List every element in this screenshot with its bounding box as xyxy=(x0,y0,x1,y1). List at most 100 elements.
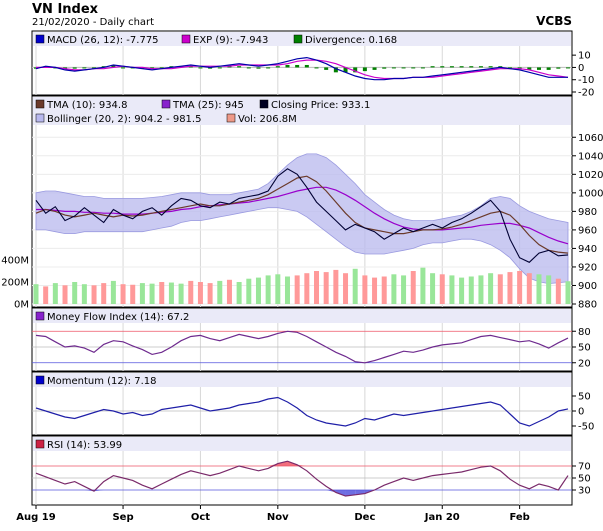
macd-divergence-bar xyxy=(362,67,367,72)
macd-divergence-bar xyxy=(556,67,561,69)
macd-divergence-bar xyxy=(372,67,377,70)
price-y-tick-label: 980 xyxy=(578,207,597,218)
volume-bar xyxy=(449,275,455,304)
panels: MACD (26, 12): -7.775 EXP (9): -7.943 Dive… xyxy=(1,30,603,523)
macd-y-tick-label: 10 xyxy=(578,51,591,62)
volume-tick-label: 400M xyxy=(1,256,29,267)
mfi-legend-band xyxy=(33,309,571,323)
volume-bar xyxy=(517,271,523,304)
macd-legend-label: EXP (9): -7.943 xyxy=(193,35,268,46)
macd-divergence-bar xyxy=(536,67,541,70)
volume-bar xyxy=(459,277,465,304)
macd-divergence-bar xyxy=(449,66,454,68)
volume-bar xyxy=(401,275,407,304)
macd-divergence-bar xyxy=(420,67,425,69)
volume-bar xyxy=(168,282,174,304)
x-axis-label: Oct xyxy=(191,512,210,523)
price-y-tick-label: 1020 xyxy=(578,170,603,181)
volume-bar xyxy=(294,275,300,304)
momentum-y-tick-label: 0 xyxy=(578,407,584,418)
macd-divergence-bar xyxy=(198,67,203,69)
macd-divergence-bar xyxy=(411,67,416,69)
x-axis-label: Nov xyxy=(267,512,289,523)
macd-divergence-bar xyxy=(440,66,445,68)
mfi-legend-label: Money Flow Index (14): 67.2 xyxy=(47,312,189,323)
price-legend-label: Bollinger (20, 2): 904.2 - 981.5 xyxy=(47,114,201,125)
volume-bar xyxy=(130,284,136,304)
macd-divergence-bar xyxy=(469,66,474,68)
x-axis-label: Feb xyxy=(509,512,529,523)
volume-bar xyxy=(507,272,513,304)
price-y-tick-label: 960 xyxy=(578,225,597,236)
volume-bar xyxy=(362,275,368,304)
macd-divergence-bar xyxy=(208,67,213,69)
brown-square-icon xyxy=(35,99,45,109)
volume-bar xyxy=(275,274,281,304)
macd-divergence-bar xyxy=(488,66,493,68)
price-legend-label: Closing Price: 933.1 xyxy=(271,100,370,111)
price-legend-label: TMA (10): 934.8 xyxy=(46,100,127,111)
price-legend-label: TMA (25): 945 xyxy=(172,100,244,111)
macd-divergence-bar xyxy=(72,67,77,69)
closing-price-line xyxy=(35,168,569,263)
volume-tick-label: 200M xyxy=(1,278,29,289)
volume-bar xyxy=(91,285,97,304)
macd-divergence-bar xyxy=(324,67,329,70)
volume-bar xyxy=(352,268,358,304)
macd-divergence-bar xyxy=(140,67,145,69)
macd-divergence-bar xyxy=(333,67,338,73)
volume-bar xyxy=(188,280,194,304)
macd-divergence-bar xyxy=(246,67,251,69)
price-y-tick-label: 1000 xyxy=(578,188,603,199)
momentum-legend-label: Momentum (12): 7.18 xyxy=(47,376,157,387)
volume-bar xyxy=(284,276,290,304)
chart-subtitle: 21/02/2020 - Daily chart xyxy=(32,17,154,28)
x-axis-label: Sep xyxy=(112,512,133,523)
price-legend-label: Vol: 206.8M xyxy=(238,114,297,125)
volume-bar xyxy=(555,278,561,304)
macd-divergence-bar xyxy=(295,64,300,68)
volume-bar xyxy=(468,276,474,304)
mfi-y-tick-label: 50 xyxy=(578,343,591,354)
mfi-y-tick-label: 20 xyxy=(578,358,591,369)
macd-divergence-bar xyxy=(314,67,319,69)
volume-bar xyxy=(372,277,378,304)
volume-bar xyxy=(488,273,494,304)
mfi-line xyxy=(35,330,569,364)
momentum-y-tick-label: 50 xyxy=(578,392,591,403)
macd-divergence-bar xyxy=(82,67,87,69)
macd-divergence-bar xyxy=(217,67,222,69)
rsi-y-tick-label: 50 xyxy=(578,474,591,485)
macd-divergence-bar xyxy=(34,67,38,69)
volume-bar xyxy=(236,282,242,304)
volume-bar xyxy=(265,275,271,304)
magenta-square-icon xyxy=(181,34,191,44)
macd-divergence-bar xyxy=(430,66,435,68)
x-axis-label: Aug 19 xyxy=(16,512,55,523)
macd-divergence-bar xyxy=(304,64,309,68)
volume-bar xyxy=(430,273,436,304)
volume-bar xyxy=(565,281,571,304)
volume-bar xyxy=(33,284,39,304)
volume-bar xyxy=(43,286,49,304)
volume-bar xyxy=(381,276,387,304)
lavender-square-icon xyxy=(35,113,45,123)
rsi-y-tick-label: 30 xyxy=(578,486,591,497)
macd-legend-label: Divergence: 0.168 xyxy=(305,35,397,46)
macd-divergence-bar xyxy=(546,67,551,70)
volume-bar xyxy=(52,283,58,304)
macd-divergence-bar xyxy=(121,67,126,69)
macd-y-tick-label: 0 xyxy=(578,63,584,74)
macd-divergence-bar xyxy=(237,66,242,68)
volume-bar xyxy=(197,282,203,304)
volume-bar xyxy=(343,273,349,304)
volume-bar xyxy=(178,283,184,304)
rsi-y-tick-label: 70 xyxy=(578,462,591,473)
black-square-icon xyxy=(259,99,269,109)
macd-divergence-bar xyxy=(517,67,522,69)
volume-bar xyxy=(149,283,155,304)
pink-square-icon xyxy=(226,113,236,123)
macd-divergence-bar xyxy=(275,66,280,68)
macd-y-tick-label: -20 xyxy=(578,88,594,99)
